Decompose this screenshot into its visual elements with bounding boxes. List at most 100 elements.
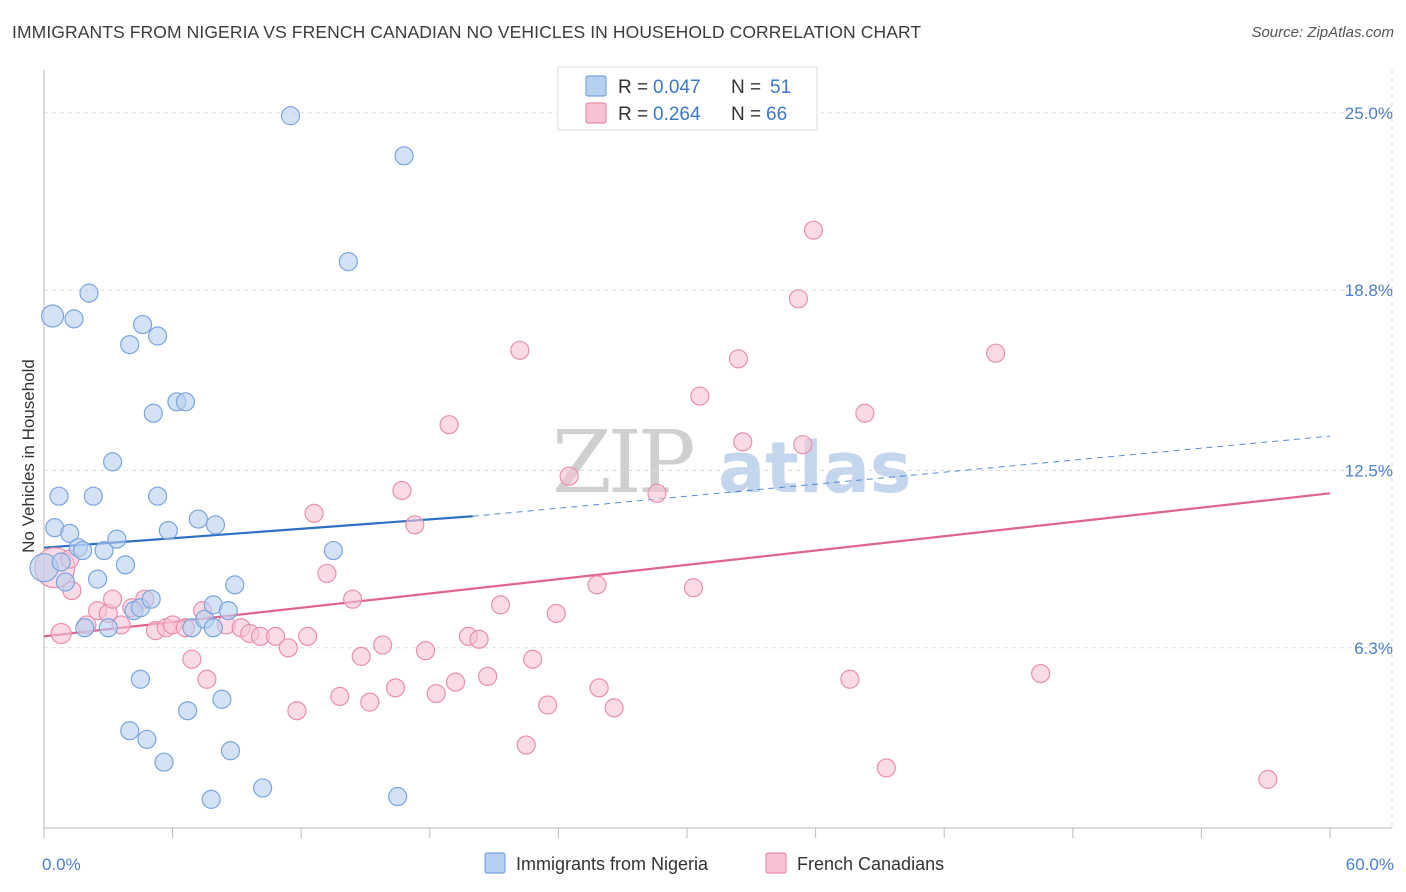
point-nigeria-3	[49, 486, 69, 506]
point-french-canadian-33	[385, 678, 406, 698]
point-nigeria-6	[60, 523, 80, 543]
point-nigeria-31	[158, 520, 178, 541]
point-french-canadian-45	[516, 735, 536, 755]
point-nigeria-33	[175, 392, 196, 412]
point-french-canadian-28	[330, 686, 350, 707]
point-nigeria-16	[102, 452, 123, 472]
point-french-canadian-62	[855, 403, 875, 423]
legend-swatch-nigeria	[585, 75, 607, 97]
point-french-canadian-53	[647, 483, 667, 503]
point-french-canadian-60	[803, 220, 824, 240]
point-french-canadian-32	[373, 635, 393, 655]
point-nigeria-11	[79, 283, 99, 303]
point-nigeria-14	[94, 540, 114, 561]
point-nigeria-26	[141, 589, 161, 609]
source-note: Source: ZipAtlas.com	[1251, 24, 1394, 41]
point-french-canadian-65	[1031, 663, 1051, 684]
point-french-canadian-27	[317, 563, 337, 584]
point-french-canadian-37	[426, 683, 446, 704]
point-nigeria-41	[205, 515, 226, 535]
point-french-canadian-61	[840, 669, 860, 689]
point-french-canadian-17	[197, 669, 217, 689]
trend-line-nigeria-extension	[472, 435, 1331, 517]
data-points	[29, 106, 1278, 809]
point-nigeria-23	[130, 669, 151, 689]
point-nigeria-50	[388, 786, 408, 807]
point-french-canadian-44	[510, 340, 530, 360]
legend-n-label-french-canadians: N =	[731, 104, 761, 125]
point-french-canadian-66	[1258, 769, 1278, 789]
bottom-legend: Immigrants from Nigeria French Canadians	[484, 852, 944, 874]
y-tick-label-1: 12.5%	[1345, 461, 1393, 480]
trend-line-french-canadians	[43, 492, 1331, 638]
axes	[43, 70, 1392, 838]
point-nigeria-51	[394, 146, 414, 166]
point-french-canadian-64	[986, 343, 1006, 363]
point-french-canadian-59	[793, 435, 813, 455]
point-french-canadian-42	[478, 666, 498, 687]
point-french-canadian-47	[538, 695, 558, 715]
bottom-legend-swatch-french-canadians	[765, 852, 787, 874]
y-tick-label-0: 6.3%	[1354, 639, 1393, 658]
point-nigeria-12	[83, 486, 103, 506]
x-tick-label-0: 0.0%	[42, 855, 81, 874]
point-french-canadian-51	[589, 678, 609, 698]
point-french-canadian-34	[392, 480, 412, 501]
legend-r-value-french-canadians: 0.264	[653, 104, 701, 125]
point-french-canadian-36	[415, 641, 436, 661]
point-nigeria-44	[220, 741, 241, 761]
point-french-canadian-1	[50, 622, 72, 645]
point-french-canadian-43	[490, 595, 511, 615]
point-nigeria-18	[115, 555, 136, 575]
point-nigeria-10	[75, 618, 95, 638]
point-nigeria-13	[87, 569, 108, 589]
point-nigeria-7	[64, 309, 84, 329]
point-nigeria-38	[201, 789, 221, 809]
point-nigeria-20	[120, 334, 140, 355]
point-french-canadian-39	[445, 672, 466, 692]
point-nigeria-43	[218, 601, 238, 621]
point-french-canadian-23	[278, 638, 298, 658]
legend-r-value-nigeria: 0.047	[653, 77, 701, 98]
series-nigeria	[29, 106, 414, 809]
point-french-canadian-29	[343, 589, 363, 609]
point-nigeria-17	[107, 529, 127, 549]
point-nigeria-19	[120, 721, 140, 741]
point-nigeria-1	[40, 304, 65, 328]
point-french-canadian-24	[287, 701, 307, 721]
point-french-canadian-7	[102, 589, 123, 609]
point-french-canadian-15	[182, 649, 202, 669]
legend-r-label-nigeria: R =	[618, 77, 648, 98]
point-nigeria-5	[55, 572, 76, 592]
point-french-canadian-50	[587, 575, 607, 595]
point-french-canadian-52	[604, 698, 624, 718]
point-nigeria-46	[253, 778, 273, 798]
point-french-canadian-55	[690, 386, 710, 406]
top-legend: R = 0.047 N = 51 R = 0.264 N = 66	[557, 66, 818, 131]
point-french-canadian-35	[405, 515, 425, 535]
point-nigeria-48	[323, 540, 343, 561]
watermark: ZIP atlas	[552, 413, 912, 513]
point-nigeria-27	[143, 403, 163, 423]
point-french-canadian-49	[559, 466, 579, 486]
point-french-canadian-48	[546, 603, 566, 624]
x-tick-labels: 0.0% 60.0%	[42, 855, 1394, 874]
point-nigeria-15	[98, 618, 118, 638]
point-nigeria-34	[178, 701, 198, 721]
watermark-zip: ZIP	[552, 413, 693, 513]
point-french-canadian-63	[876, 758, 896, 778]
point-nigeria-47	[280, 106, 301, 126]
chart-title: IMMIGRANTS FROM NIGERIA VS FRENCH CANADI…	[12, 22, 922, 42]
point-french-canadian-30	[351, 646, 371, 666]
bottom-legend-label-french-canadians: French Canadians	[797, 854, 944, 874]
point-nigeria-45	[225, 575, 245, 595]
point-french-canadian-38	[439, 415, 459, 435]
point-french-canadian-57	[733, 432, 753, 452]
point-nigeria-9	[72, 540, 93, 561]
y-tick-label-3: 25.0%	[1345, 104, 1393, 123]
point-nigeria-49	[338, 252, 358, 272]
point-nigeria-25	[137, 729, 157, 749]
point-french-canadian-58	[788, 289, 809, 309]
point-nigeria-30	[154, 752, 174, 772]
